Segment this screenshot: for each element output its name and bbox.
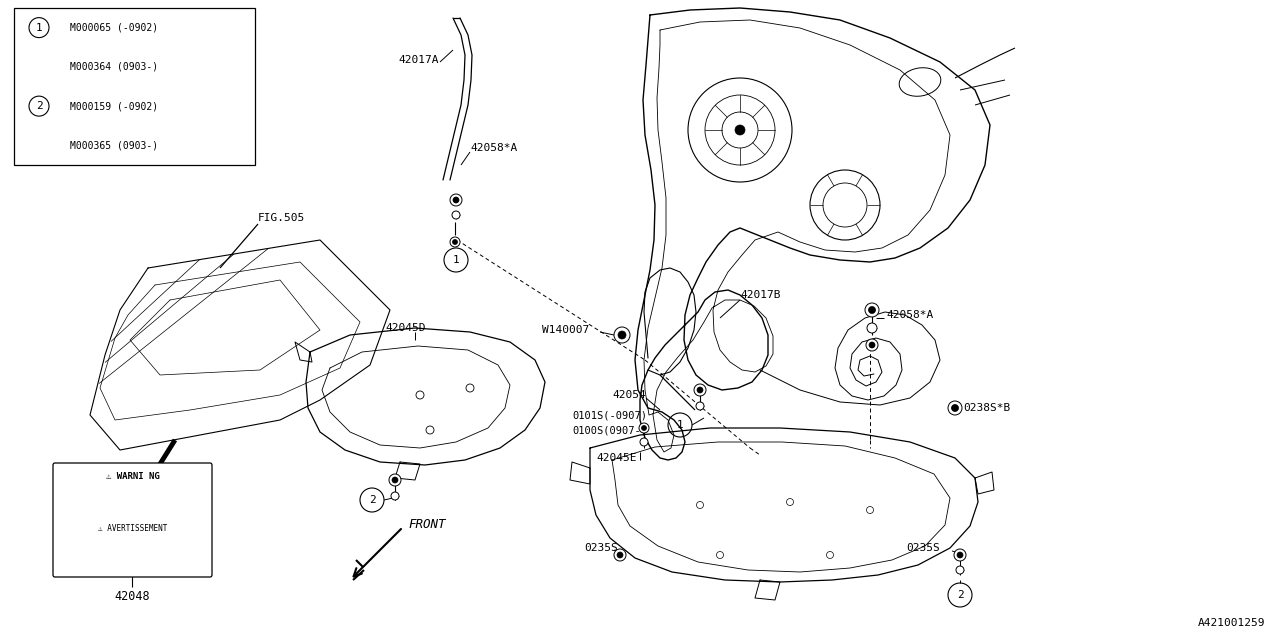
Text: 0100S(0907-): 0100S(0907-)	[572, 425, 646, 435]
Bar	[14, 8, 255, 165]
Text: 0238S*B: 0238S*B	[963, 403, 1010, 413]
Circle shape	[453, 197, 460, 203]
Circle shape	[389, 474, 401, 486]
Text: 42045D: 42045D	[385, 323, 425, 333]
Text: 42045E: 42045E	[596, 453, 636, 463]
Text: W140007: W140007	[541, 325, 589, 335]
Circle shape	[951, 404, 959, 412]
Circle shape	[390, 492, 399, 500]
Circle shape	[452, 211, 460, 219]
Text: 0235S: 0235S	[584, 543, 618, 553]
Text: 42058*A: 42058*A	[470, 143, 517, 153]
Circle shape	[867, 339, 878, 351]
Circle shape	[694, 384, 707, 396]
Text: FRONT: FRONT	[408, 518, 445, 531]
Circle shape	[948, 401, 963, 415]
Circle shape	[954, 549, 966, 561]
Circle shape	[869, 307, 876, 314]
Circle shape	[618, 331, 626, 339]
Circle shape	[453, 239, 457, 244]
Circle shape	[617, 552, 623, 558]
Text: M000159 (-0902): M000159 (-0902)	[70, 101, 159, 111]
FancyBboxPatch shape	[52, 463, 212, 577]
Text: 2: 2	[36, 101, 42, 111]
Circle shape	[865, 303, 879, 317]
Text: 1: 1	[677, 420, 684, 430]
Text: M000365 (0903-): M000365 (0903-)	[70, 140, 159, 150]
Text: M000364 (0903-): M000364 (0903-)	[70, 62, 159, 72]
Text: 0235S: 0235S	[906, 543, 940, 553]
Text: M000065 (-0902): M000065 (-0902)	[70, 22, 159, 33]
Text: 1: 1	[36, 22, 42, 33]
Circle shape	[639, 423, 649, 433]
Text: FIG.505: FIG.505	[259, 213, 305, 223]
Circle shape	[451, 237, 460, 247]
Circle shape	[640, 438, 648, 446]
Circle shape	[957, 552, 963, 558]
Text: 42048: 42048	[114, 591, 150, 604]
Text: 42058*A: 42058*A	[886, 310, 933, 320]
Circle shape	[641, 426, 646, 431]
Circle shape	[614, 549, 626, 561]
Text: 2: 2	[956, 590, 964, 600]
Circle shape	[698, 387, 703, 393]
Circle shape	[614, 327, 630, 343]
Text: 42017A: 42017A	[398, 55, 439, 65]
Text: ⚠ AVERTISSEMENT: ⚠ AVERTISSEMENT	[97, 524, 168, 532]
Text: 42017B: 42017B	[740, 290, 781, 300]
Text: ⚠ WARNI NG: ⚠ WARNI NG	[106, 472, 160, 481]
Text: A421001259: A421001259	[1198, 618, 1265, 628]
Circle shape	[867, 323, 877, 333]
Circle shape	[735, 125, 745, 135]
Text: 42054: 42054	[612, 390, 645, 400]
Circle shape	[956, 566, 964, 574]
Text: 2: 2	[369, 495, 375, 505]
Circle shape	[696, 402, 704, 410]
Circle shape	[869, 342, 876, 348]
Text: 0101S(-0907): 0101S(-0907)	[572, 410, 646, 420]
Text: 1: 1	[453, 255, 460, 265]
Circle shape	[451, 194, 462, 206]
Circle shape	[392, 477, 398, 483]
